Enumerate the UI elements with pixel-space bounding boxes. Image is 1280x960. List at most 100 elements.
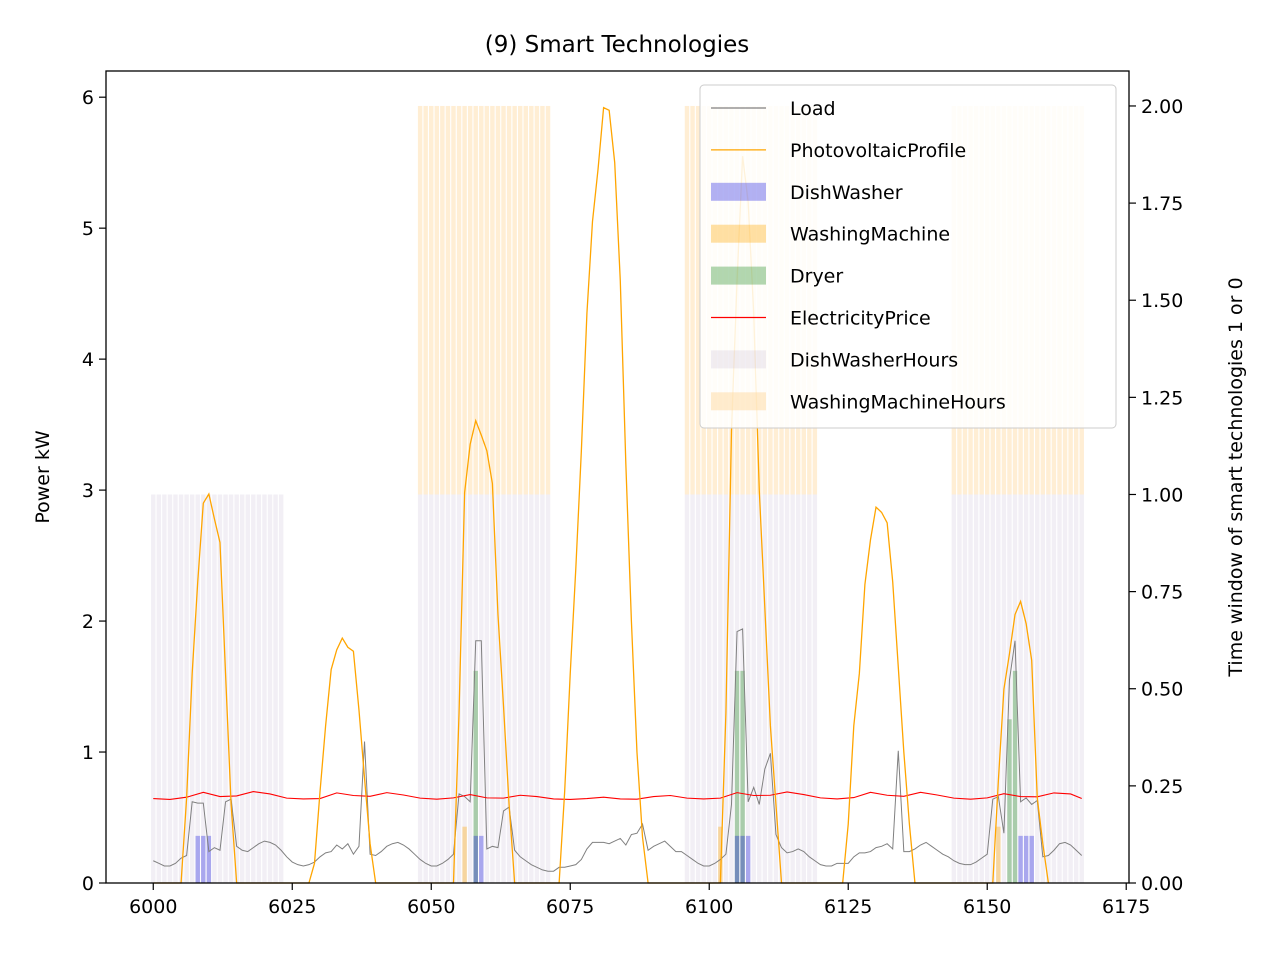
dishwasher-hours-bar	[1035, 494, 1040, 883]
dishwasher-hours-bar	[417, 494, 423, 883]
dishwasher-hours-bar	[757, 494, 762, 883]
washing-machine-hours-bar	[451, 105, 456, 495]
dishwasher-hours-bar	[751, 494, 756, 883]
dishwasher-hours-bar	[173, 494, 178, 883]
dishwasher-hours-bar	[707, 494, 712, 883]
y-axis-label: Power kW	[32, 430, 54, 523]
dishwasher-hours-bar	[957, 494, 962, 883]
dishwasher-bar	[1018, 835, 1023, 883]
dishwasher-hours-bar	[790, 494, 795, 883]
washing-machine-hours-bar	[467, 105, 473, 495]
legend-label: DishWasherHours	[790, 349, 958, 371]
washing-machine-hours-bar	[534, 105, 540, 495]
dishwasher-hours-bar	[1023, 494, 1029, 883]
dishwasher-hours-bar	[1068, 494, 1073, 883]
dishwasher-hours-bar	[951, 494, 957, 883]
washing-machine-hours-bar	[523, 105, 528, 495]
washing-machine-hours-bar	[529, 105, 534, 495]
dryer-bar	[734, 670, 740, 883]
washing-machine-hours-bar	[690, 105, 695, 495]
dishwasher-hours-bar	[529, 494, 534, 883]
dishwasher-hours-bar	[479, 494, 484, 883]
legend-items: Load PhotovoltaicProfile DishWasher Washing…	[711, 98, 1006, 413]
dishwasher-hours-bar	[712, 494, 718, 883]
dishwasher-hours-bar	[423, 494, 428, 883]
dryer-bar	[473, 670, 478, 883]
legend-label: DishWasher	[790, 182, 903, 204]
washing-machine-bar	[718, 826, 723, 883]
dishwasher-bar	[479, 835, 484, 883]
dishwasher-hours-bar	[968, 494, 973, 883]
dishwasher-hours-bar	[1040, 494, 1046, 883]
y2-tick-label: 0.50	[1141, 679, 1183, 701]
dishwasher-hours-bar	[262, 494, 267, 883]
dishwasher-hours-bar	[273, 494, 278, 883]
dishwasher-hours-bar	[451, 494, 456, 883]
washing-machine-hours-bar	[456, 105, 462, 495]
dishwasher-bar	[1023, 835, 1029, 883]
dishwasher-hours-bar	[434, 494, 440, 883]
washing-machine-hours-bar	[512, 105, 517, 495]
dishwasher-hours-bar	[773, 494, 779, 883]
dishwasher-bar	[740, 835, 745, 883]
axes-layer: 6000 6025 6050 6075 6100 6125 6150 6175 0 1 2 3 4 5 6 0…	[82, 87, 1183, 918]
dishwasher-hours-bar	[985, 494, 990, 883]
y2-tick-label: 1.25	[1141, 387, 1183, 409]
dishwasher-hours-bar	[1046, 494, 1051, 883]
legend-swatch	[711, 350, 766, 369]
legend-label: WashingMachine	[790, 224, 950, 246]
dishwasher-hours-bar	[801, 494, 806, 883]
x-tick-label: 6000	[129, 896, 177, 918]
y2-tick-label: 1.50	[1141, 290, 1183, 312]
washing-machine-hours-bar	[417, 105, 423, 495]
dishwasher-hours-bar	[734, 494, 740, 883]
x-tick-label: 6050	[407, 896, 455, 918]
dishwasher-hours-bar	[695, 494, 701, 883]
dishwasher-hours-bar	[768, 494, 773, 883]
dishwasher-hours-bar	[745, 494, 751, 883]
dishwasher-hours-bar	[156, 494, 162, 883]
dishwasher-hours-bar	[718, 494, 723, 883]
washing-machine-hours-bar	[517, 105, 523, 495]
dishwasher-hours-bar	[962, 494, 968, 883]
washing-machine-hours-bar	[540, 105, 545, 495]
dryer-bar	[740, 670, 745, 883]
dishwasher-hours-bar	[779, 494, 784, 883]
x-tick-label: 6125	[824, 896, 872, 918]
dishwasher-hours-bar	[473, 494, 478, 883]
plot-frame	[105, 70, 1130, 884]
dishwasher-hours-bar	[245, 494, 250, 883]
dishwasher-bar	[201, 835, 206, 883]
x-tick-label: 6175	[1102, 896, 1150, 918]
dishwasher-hours-bar	[740, 494, 745, 883]
dishwasher-hours-bar	[484, 494, 490, 883]
x-tick-label: 6150	[963, 896, 1011, 918]
legend-frame	[699, 84, 1117, 429]
x-tick-label: 6075	[546, 896, 594, 918]
y-tick-label: 1	[82, 742, 94, 764]
washing-machine-hours-bar	[501, 105, 506, 495]
washing-machine-hours-bar	[462, 105, 467, 495]
washing-machine-hours-bar	[684, 105, 690, 495]
dishwasher-hours-bar	[228, 494, 234, 883]
x-tick-label: 6100	[685, 896, 733, 918]
y-tick-label: 2	[82, 611, 94, 633]
dishwasher-hours-bar	[1079, 494, 1084, 883]
dishwasher-hours-bar	[534, 494, 540, 883]
y-tick-label: 6	[82, 87, 94, 109]
dishwasher-hours-bar	[217, 494, 223, 883]
dishwasher-hours-bar	[979, 494, 984, 883]
washing-machine-hours-bar	[490, 105, 495, 495]
legend-label: PhotovoltaicProfile	[790, 140, 966, 162]
y-tick-label: 3	[82, 480, 94, 502]
washing-machine-hours-bar	[423, 105, 428, 495]
dishwasher-hours-bar	[1029, 494, 1034, 883]
y2-tick-label: 0.00	[1141, 873, 1183, 895]
dishwasher-hours-bar	[807, 494, 812, 883]
y2-tick-label: 2.00	[1141, 96, 1183, 118]
dishwasher-hours-bar	[445, 494, 451, 883]
dishwasher-hours-bar	[223, 494, 228, 883]
dishwasher-hours-bar	[1057, 494, 1062, 883]
dishwasher-bar	[1029, 835, 1034, 883]
